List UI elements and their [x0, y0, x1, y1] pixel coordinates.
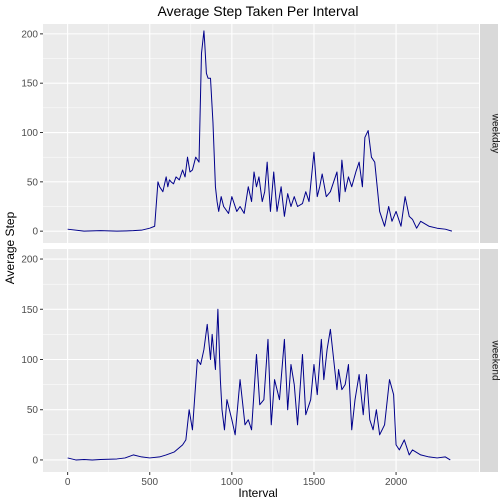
facet-strip: [480, 24, 498, 243]
y-tick-label: 100: [21, 355, 38, 366]
y-tick-label: 50: [27, 405, 39, 416]
facet-strip-label: weekday: [490, 113, 501, 153]
series-line-weekend: [67, 308, 451, 461]
x-tick-label: 1000: [221, 477, 244, 488]
y-axis-title: Average Step: [3, 211, 17, 284]
x-tick-label: 500: [141, 477, 158, 488]
y-tick-label: 150: [21, 305, 38, 316]
y-tick-label: 200: [21, 29, 38, 40]
y-tick-label: 200: [21, 255, 38, 266]
panel-background: [43, 24, 479, 243]
x-axis-title: Interval: [238, 486, 277, 500]
y-tick-label: 100: [21, 128, 38, 139]
x-tick-label: 1500: [303, 477, 326, 488]
y-tick-label: 0: [32, 227, 38, 238]
chart-title: Average Step Taken Per Interval: [157, 3, 358, 19]
series-line-weekday: [67, 30, 453, 232]
facet-panel-weekend: 0 50 100 150 200 weekend: [21, 249, 501, 472]
x-tick-label: 0: [65, 477, 71, 488]
y-tick-label: 0: [32, 455, 38, 466]
facet-strip: [480, 249, 498, 472]
panel-background: [43, 249, 479, 472]
facet-strip-label: weekend: [490, 339, 501, 380]
facet-panels: 0 50 100 150 200 weekday 0 50 100 150 200 weekend 0 5…: [21, 24, 501, 488]
y-tick-label: 150: [21, 79, 38, 90]
y-tick-label: 50: [27, 177, 39, 188]
x-tick-label: 2000: [385, 477, 408, 488]
x-axis: 0 500 1000 1500 2000: [65, 472, 408, 488]
facet-panel-weekday: 0 50 100 150 200 weekday: [21, 24, 501, 243]
